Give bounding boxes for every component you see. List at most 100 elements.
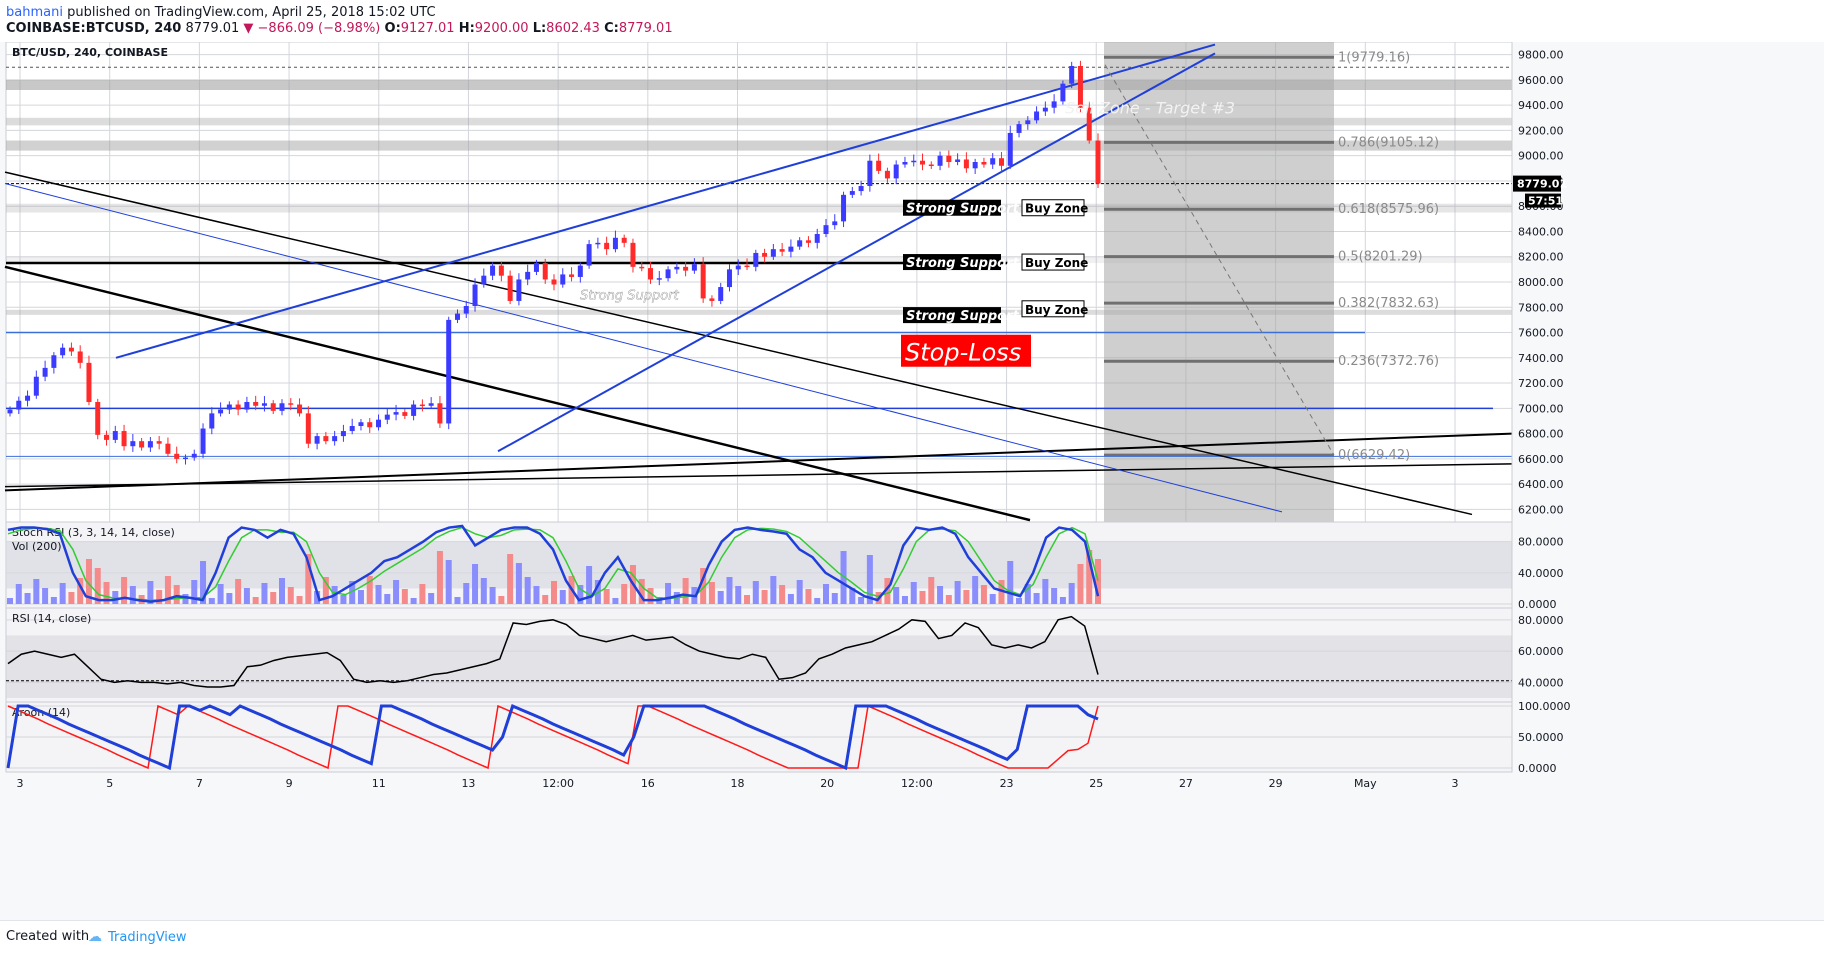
volume-bar [533, 586, 540, 604]
price-change: ▼ −866.09 (−8.98%) [243, 21, 381, 36]
candle-body [253, 402, 259, 406]
chart-header: bahmani published on TradingView.com, Ap… [0, 0, 1824, 43]
time-tick-label: 3 [17, 777, 24, 790]
volume-bar [1016, 598, 1023, 604]
tradingview-link[interactable]: ☁ TradingView [88, 929, 187, 945]
volume-bar [840, 551, 847, 604]
candle-body [516, 279, 522, 301]
volume-bar [200, 561, 207, 604]
volume-bar [919, 591, 926, 604]
candle-body [1025, 120, 1031, 125]
candle-body [367, 422, 373, 428]
volume-bar [1095, 559, 1101, 604]
volume-bar [901, 596, 908, 604]
candle-body [542, 263, 548, 280]
trend-line [4, 432, 1513, 492]
volume-bar [559, 590, 566, 604]
candle-body [174, 453, 180, 459]
candle-body [849, 191, 855, 195]
price-tick-label: 9800.00 [1518, 49, 1564, 62]
indicator-tick-label: 0.0000 [1518, 762, 1557, 775]
candle-body [261, 403, 267, 406]
volume-bar [384, 594, 391, 604]
candle-body [876, 160, 882, 171]
candle-body [419, 404, 425, 407]
candle-body [51, 355, 57, 368]
candle-body [841, 194, 847, 222]
vol-title: Vol (200) [12, 540, 62, 553]
volume-bar [182, 594, 189, 604]
candle-body [1051, 101, 1057, 108]
indicator-tick-label: 100.0000 [1518, 700, 1571, 713]
time-tick-label: 12:00 [542, 777, 574, 790]
candle-body [1069, 66, 1075, 84]
candle-body [823, 225, 829, 234]
price-tick-label: 7200.00 [1518, 377, 1564, 390]
stop-loss-label: Stop-Loss [905, 339, 1021, 367]
candle-body [77, 351, 83, 363]
volume-bar [498, 596, 505, 604]
candle-body [928, 164, 934, 167]
candle-body [218, 409, 224, 414]
volume-bar [375, 585, 382, 604]
volume-bar [507, 554, 514, 604]
volume-bar [665, 583, 672, 604]
candle-body [270, 403, 276, 411]
close-label: C: [604, 21, 619, 36]
time-tick-label: 9 [286, 777, 293, 790]
candle-body [454, 313, 460, 320]
sell-zone-label: Sell Zone - Target #3 [1065, 99, 1235, 118]
trend-line [497, 52, 1216, 453]
candle-body [797, 240, 803, 247]
volume-bar [279, 578, 285, 604]
volume-bar [164, 576, 171, 604]
candle-body [963, 159, 969, 169]
symbol-label: COINBASE:BTCUSD, 240 [6, 21, 182, 36]
time-tick-label: 12:00 [901, 777, 933, 790]
candle-body [937, 155, 943, 166]
indicator-tick-label: 80.0000 [1518, 614, 1564, 627]
buy-zone-label: Buy Zone [1025, 303, 1088, 317]
author-link[interactable]: bahmani [6, 5, 63, 20]
price-tick-label: 6400.00 [1518, 478, 1564, 491]
candle-body [104, 434, 110, 440]
candle-body [665, 269, 671, 279]
volume-bar [401, 589, 408, 604]
candle-body [639, 266, 645, 269]
volume-bar [366, 576, 373, 604]
time-tick-label: 7 [196, 777, 203, 790]
volume-bar [445, 560, 452, 604]
candle-body [700, 264, 706, 299]
candle-body [446, 319, 452, 424]
volume-bar [59, 583, 66, 604]
price-tick-label: 6800.00 [1518, 428, 1564, 441]
candle-body [498, 265, 504, 276]
volume-bar [638, 579, 645, 604]
candle-body [955, 159, 961, 162]
candle-body [577, 265, 583, 277]
volume-bar [129, 586, 136, 604]
candle-body [112, 431, 118, 440]
fib-level-label: 0(6629.42) [1338, 448, 1410, 463]
candle-body [139, 441, 145, 448]
volume-bar [15, 584, 22, 604]
volume-bar [954, 581, 961, 604]
price-tick-label: 9600.00 [1518, 74, 1564, 87]
candle-body [147, 441, 153, 448]
candle-body [1034, 111, 1040, 121]
chart-area[interactable]: 1(9779.16) 0.786(9105.12) 0.618(8575.96) 0.… [0, 42, 1824, 920]
stop-loss-box [901, 334, 1031, 367]
candle-body [990, 158, 996, 165]
close-value: 8779.01 [618, 21, 673, 36]
candle-body [226, 404, 232, 410]
volume-bar [226, 593, 233, 604]
time-tick-label: 16 [641, 777, 655, 790]
indicator-tick-label: 80.0000 [1518, 536, 1564, 549]
volume-bar [305, 554, 312, 604]
low-label: L: [532, 21, 547, 36]
stoch-band [6, 541, 1512, 589]
price-tick-label: 8400.00 [1518, 225, 1564, 238]
volume-bar [893, 587, 900, 604]
tradingview-brand: TradingView [108, 929, 187, 945]
volume-bar [243, 588, 250, 604]
